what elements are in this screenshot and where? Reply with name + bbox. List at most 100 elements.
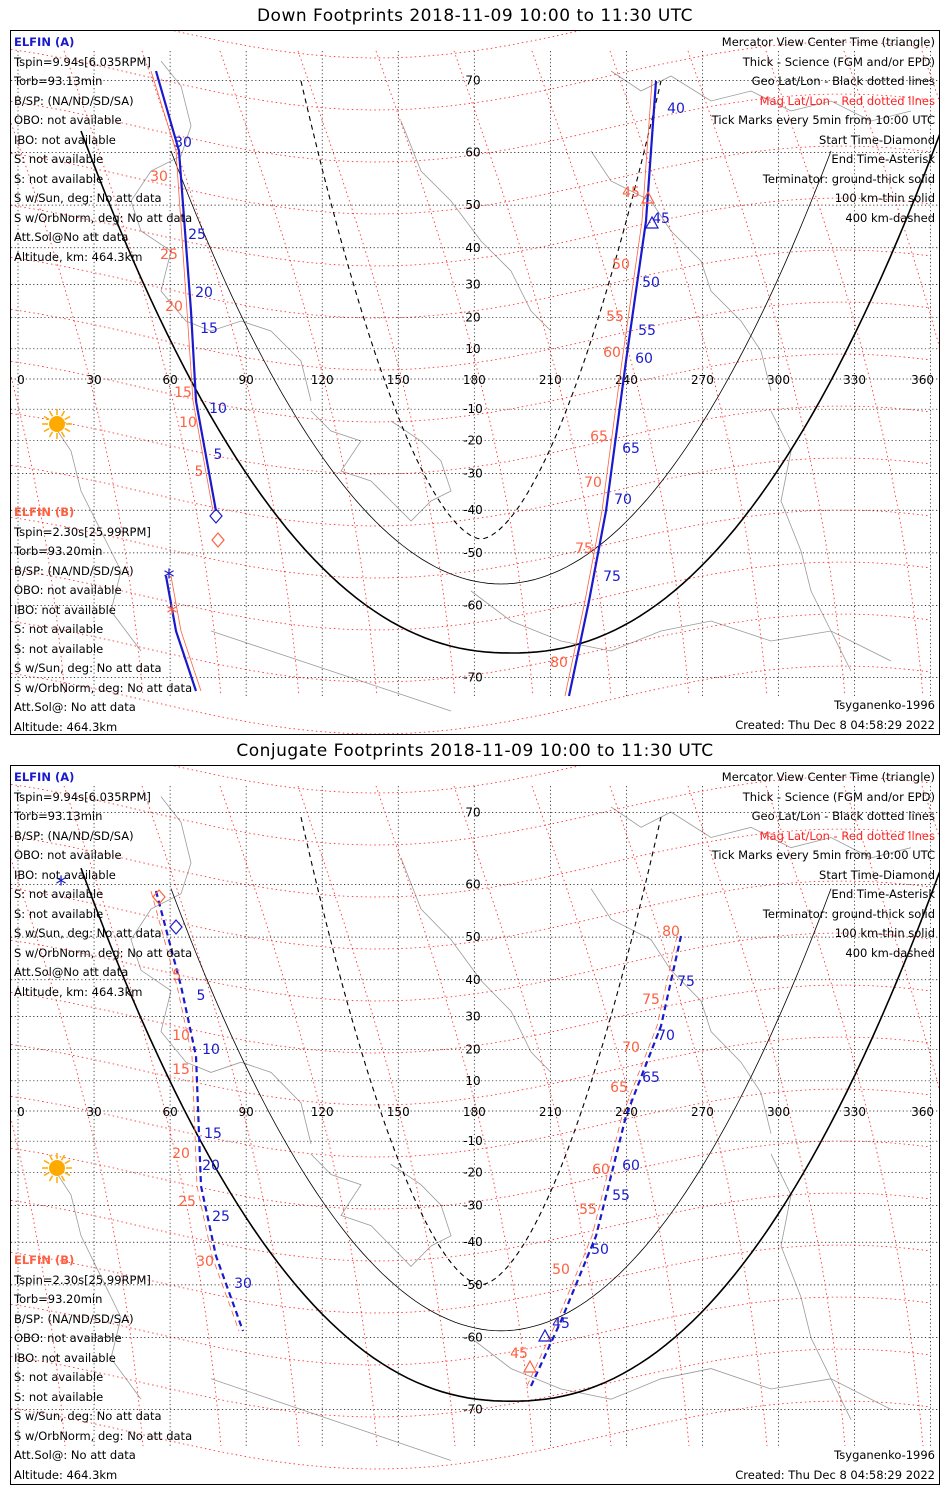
lat-tick-label: 60 [465, 145, 480, 159]
center-triangle-b [522, 1359, 538, 1373]
lon-tick-label: 360 [911, 1105, 934, 1119]
elfin-b-line: IBO: not available [14, 1350, 116, 1365]
elfin-a-track-left [154, 70, 218, 512]
center-triangle-a [644, 215, 660, 229]
mag-meridian [687, 50, 846, 697]
coastline [400, 857, 552, 1073]
elfin-b-tick-label: 30 [196, 1254, 214, 1270]
terminator-ground [80, 130, 939, 654]
elfin-b-tick-label: 20 [172, 1146, 190, 1162]
elfin-a-line: OBO: not available [14, 848, 122, 862]
coastline [610, 806, 912, 859]
model-credit: Tsyganenko-1996 Created: Thu Dec 8 04:58… [735, 696, 935, 734]
panel-2-title: Conjugate Footprints 2018-11-09 10:00 to… [236, 741, 714, 761]
coastline [610, 70, 912, 122]
lat-tick-label: 70 [465, 806, 480, 820]
sun-ray [60, 410, 66, 417]
legend-item: Mag Lat/Lon - Red dotted lines [759, 93, 935, 108]
sun-ray [64, 1171, 71, 1177]
elfin-a-line: S w/OrbNorm, deg: No att data [14, 210, 193, 225]
elfin-b-tick-label: 5 [195, 464, 204, 480]
start-diamond-a [169, 919, 183, 935]
elfin-b-tick-label: 55 [606, 309, 624, 325]
legend-item: Terminator: ground-thick solid [762, 906, 935, 921]
lat-tick-label: -50 [463, 1278, 483, 1292]
lat-tick-label: -60 [463, 599, 483, 613]
mag-meridian [297, 50, 456, 697]
lon-tick-label: 120 [311, 373, 334, 387]
created-timestamp: Created: Thu Dec 8 04:58:29 2022 [735, 717, 935, 732]
elfin-a-tick-label: 10 [202, 1042, 220, 1058]
elfin-b-tick-label: 5 [173, 968, 182, 984]
lon-tick-label: 120 [311, 1105, 334, 1119]
elfin-a-tick-label: 55 [612, 1188, 630, 1204]
lat-tick-label: 30 [465, 1010, 480, 1024]
legend-item: 400 km-dashed [845, 210, 935, 225]
elfin-b-tick-label: 25 [178, 1194, 196, 1210]
elfin-a-line: OBO: not available [14, 113, 122, 127]
elfin-a-line: S: not available [14, 887, 104, 901]
lon-tick-label: 90 [239, 373, 254, 387]
start-diamond-b [152, 889, 166, 905]
sun-ray [43, 1171, 50, 1177]
elfin-b-tick-label: 65 [590, 429, 608, 445]
elfin-a-tick-label: 45 [652, 211, 670, 227]
elfin-a-line: S w/Sun, deg: No att data [14, 926, 162, 940]
elfin-b-tick-label: 20 [165, 299, 183, 315]
created-timestamp: Created: Thu Dec 8 04:58:29 2022 [735, 1467, 935, 1482]
coastline [210, 1378, 452, 1461]
elfin-a-tick-label: 20 [195, 285, 213, 301]
lon-tick-label: 360 [911, 373, 934, 387]
mag-meridian [375, 50, 534, 697]
elfin-b-tick-label: 65 [610, 1080, 628, 1096]
elfin-b-header: ELFIN (B) [14, 505, 75, 519]
lon-tick-label: 150 [387, 1105, 410, 1119]
elfin-b-line: S w/Sun, deg: No att data [14, 661, 162, 675]
coastline [210, 630, 452, 712]
coastline [310, 410, 452, 522]
elfin-b-tick-label: 80 [550, 655, 568, 671]
elfin-b-line: OBO: not available [14, 1331, 122, 1345]
elfin-a-line: B/SP: (NA/ND/SD/SA) [14, 93, 134, 108]
end-asterisk-a: * [56, 873, 67, 898]
end-asterisk-b: * [167, 602, 178, 627]
elfin-a-track-left [154, 890, 245, 1332]
lat-tick-label: -40 [463, 1235, 483, 1249]
elfin-b-line: B/SP: (NA/ND/SD/SA) [14, 563, 134, 578]
sun-ray [64, 427, 71, 433]
lat-tick-label: -10 [463, 402, 483, 416]
elfin-a-track-right [530, 935, 683, 1387]
elfin-b-line: Altitude: 464.3km [14, 719, 118, 734]
mag-meridian [11, 121, 144, 697]
elfin-a-line: S: not available [14, 906, 104, 921]
sun-ray [48, 1154, 54, 1161]
elfin-a-tick-label: 50 [591, 1242, 609, 1258]
start-diamond-b [211, 532, 225, 548]
elfin-b-tick-label: 45 [510, 1346, 528, 1362]
end-asterisk-a: * [164, 566, 175, 591]
elfin-b-line: Altitude: 464.3km [14, 1467, 118, 1482]
elfin-a-tick-label: 65 [642, 1070, 660, 1086]
coastline [400, 120, 552, 332]
elfin-a-line: B/SP: (NA/ND/SD/SA) [14, 828, 134, 843]
legend: Mercator View Center Time (triangle) Thi… [712, 768, 935, 963]
lon-tick-label: 330 [843, 1105, 866, 1119]
elfin-b-tick-label: 50 [552, 1262, 570, 1278]
coastline [130, 60, 312, 402]
sun-icon [49, 1160, 65, 1176]
elfin-a-header: ELFIN (A) [14, 35, 75, 49]
elfin-a-tick-label: 50 [642, 275, 660, 291]
elfin-b-line: OBO: not available [14, 583, 122, 597]
legend-item: Tick Marks every 5min from 10:00 UTC [711, 848, 935, 862]
elfin-a-tick-label: 30 [234, 1276, 252, 1292]
elfin-b-line: S: not available [14, 1370, 104, 1384]
lat-tick-label: 40 [465, 241, 480, 255]
lon-tick-label: 240 [615, 373, 638, 387]
elfin-b-track-left [150, 890, 240, 1332]
coastline [770, 410, 852, 672]
coastline [50, 420, 142, 652]
model-name: Tsyganenko-1996 [834, 698, 935, 712]
elfin-a-line: S: not available [14, 171, 104, 186]
legend-item: Start Time-Diamond [819, 867, 935, 882]
elfin-b-track-right [564, 80, 653, 697]
